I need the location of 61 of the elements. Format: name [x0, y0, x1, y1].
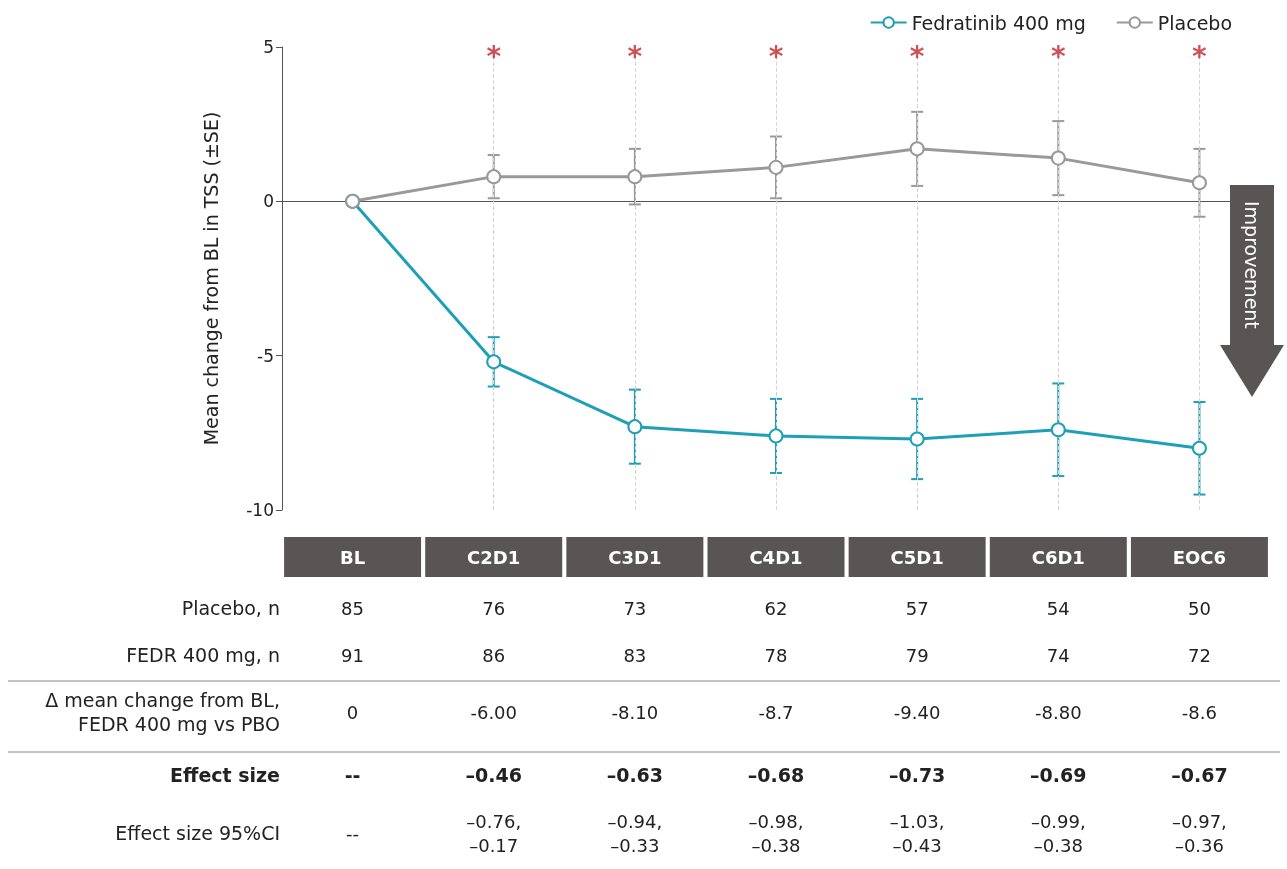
annotation: *	[627, 39, 643, 73]
text: –0.76, –0.17	[466, 810, 522, 856]
text: -8.6	[1181, 701, 1217, 723]
text: 73	[623, 597, 647, 619]
annotation: Improvement	[1241, 201, 1263, 329]
x-tick-label: C6D1	[1031, 546, 1085, 568]
text: –0.68	[747, 764, 805, 786]
text: Placebo, n	[181, 597, 280, 619]
text: 91	[341, 644, 365, 666]
x-tick-label: C2D1	[467, 546, 521, 568]
text: 62	[764, 597, 788, 619]
text: Δ mean change from BL, FEDR 400 mg vs PBO	[45, 689, 280, 735]
text: 74	[1046, 644, 1070, 666]
text: 0	[346, 701, 359, 723]
text: –0.46	[465, 764, 522, 786]
text: –0.98, –0.38	[748, 810, 804, 856]
x-tick-label: BL	[339, 546, 366, 568]
text: Effect size	[170, 764, 280, 786]
y-tick-label: 5	[263, 37, 274, 57]
text: 50	[1187, 597, 1211, 619]
text: Effect size 95%CI	[115, 822, 280, 844]
x-tick-label: EOC6	[1172, 546, 1227, 568]
text: -8.7	[758, 701, 794, 723]
annotation: *	[1050, 39, 1066, 73]
y-tick-label: -5	[257, 345, 274, 366]
text: 76	[482, 597, 506, 619]
text: –0.67	[1171, 764, 1228, 786]
text: 78	[764, 644, 788, 666]
text: --	[346, 822, 360, 844]
text: –0.94, –0.33	[607, 810, 663, 856]
text: -6.00	[470, 701, 517, 723]
text: 85	[341, 597, 365, 619]
annotation: *	[486, 39, 502, 73]
text: –0.69	[1030, 764, 1087, 786]
text: –0.97, –0.36	[1172, 810, 1227, 856]
text: –0.73	[888, 764, 946, 786]
text: 54	[1046, 597, 1070, 619]
text: -8.10	[611, 701, 659, 723]
x-tick-label: C3D1	[608, 546, 662, 568]
text: –0.99, –0.38	[1030, 810, 1086, 856]
text: 72	[1187, 644, 1211, 666]
text: –1.03, –0.43	[889, 810, 945, 856]
text: 86	[482, 644, 506, 666]
y-axis-title: Mean change from BL in TSS (±SE)	[199, 111, 222, 446]
legend-label: Placebo	[1157, 11, 1232, 34]
text: -9.40	[893, 701, 941, 723]
x-tick-label: C4D1	[749, 546, 803, 568]
legend-label: Fedratinib 400 mg	[911, 11, 1086, 34]
text: 57	[905, 597, 929, 619]
text: --	[344, 764, 361, 786]
text: 79	[905, 644, 929, 666]
y-tick-label: 0	[263, 191, 274, 212]
annotation: *	[909, 39, 925, 73]
y-tick-label: -10	[246, 500, 274, 520]
text: -8.80	[1035, 701, 1082, 723]
text: –0.63	[606, 764, 664, 786]
annotation: *	[1192, 39, 1208, 73]
text: FEDR 400 mg, n	[126, 644, 280, 666]
x-tick-label: C5D1	[890, 546, 944, 568]
text: 83	[623, 644, 647, 666]
annotation: *	[768, 39, 784, 73]
